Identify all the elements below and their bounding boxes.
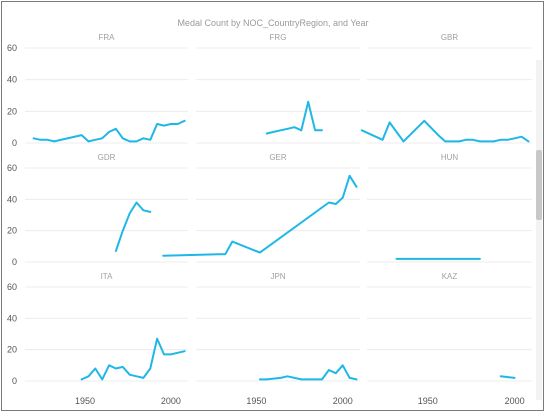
series-line-fra: [32, 119, 186, 143]
scrollbar-thumb[interactable]: [536, 150, 542, 220]
x-tick-label: 1950: [418, 396, 438, 406]
panel-title-kaz: KAZ: [442, 272, 458, 281]
series-line-gdr: [114, 201, 152, 252]
x-tick-label: 2000: [161, 396, 181, 406]
panel-title-gbr: GBR: [441, 33, 459, 42]
y-tick-label: 0: [12, 376, 17, 386]
series-line-frg: [265, 100, 323, 135]
panel-title-frg: FRG: [270, 33, 287, 42]
series-line-kaz: [499, 375, 516, 379]
x-tick-label: 1950: [246, 396, 266, 406]
panel-title-fra: FRA: [99, 33, 116, 42]
y-tick-label: 60: [7, 282, 17, 292]
y-tick-label: 60: [7, 43, 17, 53]
series-line-ger: [162, 174, 358, 257]
series-line-ita: [80, 337, 186, 381]
y-tick-label: 40: [7, 194, 17, 204]
y-tick-label: 20: [7, 226, 17, 236]
x-tick-label: 2000: [333, 396, 353, 406]
panel-title-ita: ITA: [101, 272, 114, 281]
series-line-jpn: [258, 364, 358, 381]
scrollbar-track[interactable]: [536, 60, 542, 400]
panel-title-hun: HUN: [441, 153, 459, 162]
y-tick-label: 20: [7, 345, 17, 355]
y-tick-label: 20: [7, 106, 17, 116]
panel-title-jpn: JPN: [270, 272, 285, 281]
y-tick-label: 0: [12, 138, 17, 148]
y-tick-label: 40: [7, 75, 17, 85]
series-line-gbr: [360, 119, 530, 143]
y-tick-label: 0: [12, 257, 17, 267]
y-tick-label: 40: [7, 313, 17, 323]
panel-title-ger: GER: [269, 153, 287, 162]
x-tick-label: 1950: [75, 396, 95, 406]
chart-title: Medal Count by NOC_CountryRegion, and Ye…: [177, 18, 368, 28]
panel-title-gdr: GDR: [98, 153, 116, 162]
x-tick-label: 2000: [505, 396, 525, 406]
y-tick-label: 60: [7, 163, 17, 173]
